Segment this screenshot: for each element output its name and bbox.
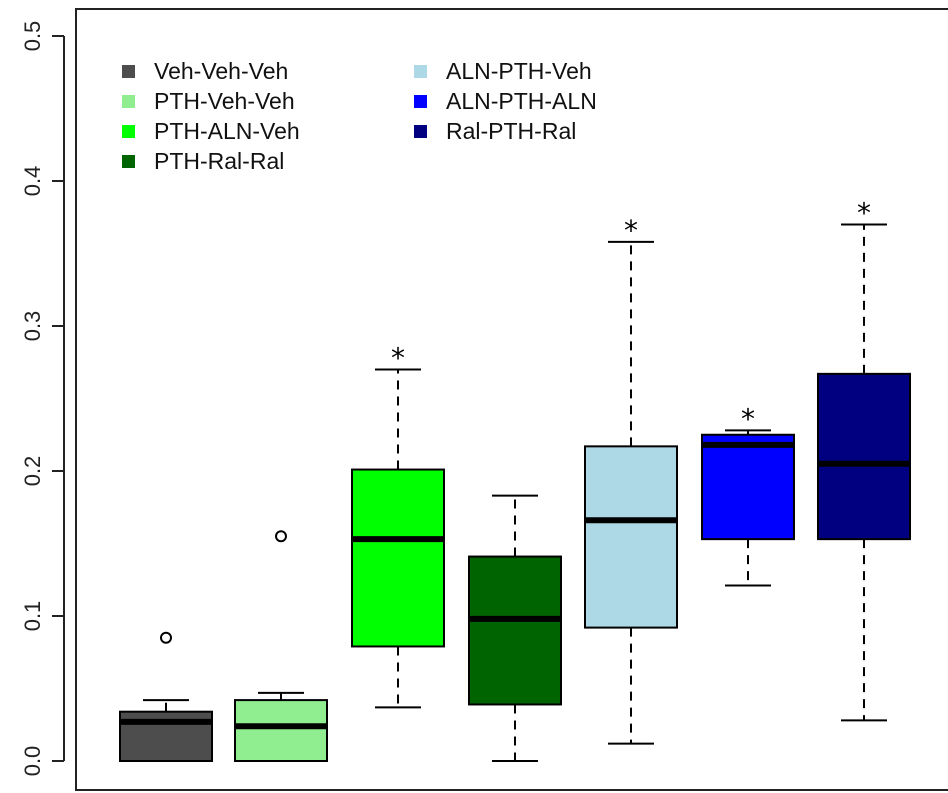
legend: Veh-Veh-Veh PTH-Veh-Veh PTH-ALN-Veh PTH-Ral… bbox=[122, 58, 597, 174]
box-iqr bbox=[468, 555, 562, 706]
outlier-point bbox=[275, 530, 287, 543]
box-aln-pth-aln: * bbox=[701, 402, 795, 587]
significance-star: * bbox=[741, 402, 755, 435]
box-iqr bbox=[351, 468, 445, 648]
legend-swatch bbox=[122, 95, 135, 108]
y-tick-label: 0.0 bbox=[20, 746, 45, 777]
box-iqr bbox=[817, 372, 911, 541]
legend-item: PTH-ALN-Veh bbox=[122, 118, 300, 144]
legend-item: ALN-PTH-Veh bbox=[414, 58, 592, 84]
legend-swatch bbox=[122, 125, 135, 138]
legend-label: Ral-PTH-Ral bbox=[446, 118, 576, 144]
significance-star: * bbox=[857, 197, 871, 230]
box-aln-pth-veh: * bbox=[584, 214, 678, 745]
y-tick-label: 0.3 bbox=[20, 311, 45, 342]
legend-item: Veh-Veh-Veh bbox=[122, 58, 288, 84]
y-tick-label: 0.2 bbox=[20, 456, 45, 487]
y-tick-label: 0.4 bbox=[20, 166, 45, 197]
legend-label: ALN-PTH-Veh bbox=[446, 58, 592, 84]
legend-swatch bbox=[414, 65, 427, 78]
legend-swatch bbox=[122, 155, 135, 168]
y-tick-label: 0.1 bbox=[20, 601, 45, 632]
box-iqr bbox=[584, 445, 678, 629]
box-veh-veh-veh bbox=[119, 631, 213, 763]
legend-item: PTH-Veh-Veh bbox=[122, 88, 295, 114]
box-pth-veh-veh bbox=[234, 530, 328, 762]
box-iqr bbox=[234, 699, 328, 762]
significance-star: * bbox=[624, 214, 638, 247]
box-pth-aln-veh: * bbox=[351, 342, 445, 709]
legend-swatch bbox=[414, 125, 427, 138]
y-axis: 0.0 0.1 0.2 0.3 0.4 0.5 bbox=[20, 21, 65, 777]
legend-label: ALN-PTH-ALN bbox=[446, 88, 597, 114]
legend-item: PTH-Ral-Ral bbox=[122, 148, 284, 174]
legend-label: PTH-ALN-Veh bbox=[154, 118, 300, 144]
box-iqr bbox=[701, 433, 795, 541]
boxes: * * * * bbox=[119, 197, 911, 763]
significance-star: * bbox=[391, 342, 405, 375]
box-ral-pth-ral: * bbox=[817, 197, 911, 722]
legend-item: ALN-PTH-ALN bbox=[414, 88, 597, 114]
box-pth-ral-ral bbox=[468, 494, 562, 762]
legend-label: PTH-Ral-Ral bbox=[154, 148, 284, 174]
legend-item: Ral-PTH-Ral bbox=[414, 118, 576, 144]
legend-swatch bbox=[122, 65, 135, 78]
y-tick-label: 0.5 bbox=[20, 21, 45, 52]
plot-frame bbox=[75, 8, 948, 791]
outlier-point bbox=[160, 631, 172, 644]
legend-label: PTH-Veh-Veh bbox=[154, 88, 295, 114]
legend-swatch bbox=[414, 95, 427, 108]
legend-label: Veh-Veh-Veh bbox=[154, 58, 288, 84]
